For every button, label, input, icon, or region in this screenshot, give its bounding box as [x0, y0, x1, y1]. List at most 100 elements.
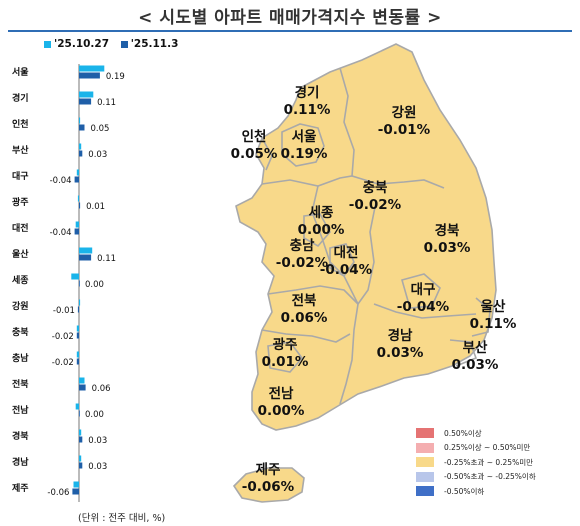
map-regions [232, 43, 497, 503]
border-chungbuk-gyeongbuk [357, 201, 377, 305]
category-label: 광주 [12, 196, 29, 208]
bar-curr [77, 306, 79, 313]
map-legend-swatch [416, 486, 434, 497]
map-legend-item: 0.25%이상 ~ 0.50%미만 [416, 441, 536, 456]
bar-curr [79, 202, 81, 209]
border-jeonbuk-north [267, 285, 359, 305]
border-seoul [281, 123, 325, 167]
region-value: 0.19% [281, 146, 328, 162]
category-label: 충북 [12, 326, 29, 338]
map-label: 광주0.01% [262, 336, 309, 370]
legend-label-prev: '25.10.27 [54, 38, 110, 50]
bar-prev [77, 195, 79, 202]
value-label: 0.01 [86, 202, 105, 212]
region-value: 0.05% [231, 146, 278, 162]
category-label: 서울 [12, 66, 29, 78]
map-legend-item: 0.50%이상 [416, 426, 536, 441]
border-gwangju [267, 341, 304, 373]
border-chungnam-chungbuk [311, 185, 359, 305]
map-label: 대전-0.04% [320, 244, 373, 278]
region-name: 서울 [292, 128, 317, 145]
border-sejong [303, 213, 331, 248]
bar-prev [71, 273, 79, 280]
map-legend-swatch [416, 428, 434, 439]
region-value: -0.04% [397, 299, 450, 315]
bar-prev [79, 377, 85, 384]
value-label: -0.06 [47, 488, 69, 498]
value-label: 0.11 [97, 254, 116, 264]
category-label: 경북 [12, 430, 29, 442]
value-label: 0.00 [85, 280, 104, 290]
legend-item-prev: '25.10.27 [44, 38, 109, 50]
prev-arrow-icon[interactable]: < [138, 8, 153, 28]
bar-prev [79, 429, 82, 436]
bar-curr [79, 98, 92, 105]
map-legend-label: -0.25%초과 ~ 0.25%미만 [444, 457, 534, 467]
bar-prev [79, 247, 93, 254]
map-legend-item: -0.25%초과 ~ 0.25%미만 [416, 455, 536, 470]
bar-prev [76, 169, 79, 176]
chart-legend: '25.10.27 '25.11.3 [44, 38, 186, 50]
bar-prev [75, 403, 79, 410]
region-name: 경북 [435, 222, 460, 239]
border-gyeongnam-west [339, 303, 359, 405]
category-label: 세종 [12, 274, 29, 286]
category-label: 인천 [12, 119, 29, 130]
bar-curr [79, 436, 83, 443]
map-label: 전북0.06% [281, 292, 328, 326]
region-value: 0.00% [298, 222, 345, 238]
region-value: 0.11% [470, 316, 517, 332]
value-label: 0.11 [97, 98, 116, 108]
category-label: 부산 [12, 144, 29, 156]
bar-prev [75, 221, 79, 228]
bar-chart: 서울 0.19 경기 0.11 인천 0.05 부산 0.03 대구 -0.04 광주 0.01 대전 -… [12, 64, 125, 502]
map-label: 강원-0.01% [378, 104, 431, 138]
map-legend-item: -0.50%초과 ~ -0.25%이하 [416, 470, 536, 485]
bar-curr [79, 462, 83, 469]
border-incheon [261, 137, 273, 171]
unit-note: (단위 : 전주 대비, %) [78, 513, 166, 524]
category-label: 대전 [12, 222, 29, 234]
bar-prev [79, 91, 94, 98]
map-legend: 0.50%이상 0.25%이상 ~ 0.50%미만 -0.25%초과 ~ 0.25%… [416, 426, 536, 499]
bar-curr [74, 176, 79, 183]
region-value: 0.01% [262, 354, 309, 370]
category-label: 강원 [12, 300, 29, 312]
border-gyeonggi-south [261, 175, 445, 189]
bar-curr [79, 150, 83, 157]
map-label: 울산0.11% [470, 298, 517, 332]
bar-prev [79, 143, 82, 150]
region-value: 0.00% [258, 403, 305, 419]
bar-prev [76, 351, 79, 358]
bar-prev [79, 299, 81, 306]
region-value: 0.03% [452, 357, 499, 373]
category-label: 울산 [12, 248, 29, 260]
region-name: 부산 [463, 339, 488, 356]
map-legend-swatch [416, 457, 434, 468]
value-label: 0.03 [88, 436, 107, 446]
map-legend-label: 0.50%이상 [444, 428, 482, 438]
map-label: 경북0.03% [424, 222, 471, 256]
map-legend-label: 0.25%이상 ~ 0.50%미만 [444, 443, 531, 453]
value-label: 0.19 [106, 72, 125, 82]
page-title: < 시도별 아파트 매매가격지수 변동률 > [0, 3, 580, 28]
next-arrow-icon[interactable]: > [427, 8, 442, 28]
category-label: 경남 [12, 456, 29, 468]
map-legend-item: -0.50%이하 [416, 484, 536, 499]
region-name: 충남 [290, 237, 315, 254]
map-label: 충북-0.02% [349, 180, 402, 213]
border-jeonbuk-south [261, 329, 351, 343]
category-label: 충남 [12, 352, 29, 364]
bar-curr [79, 280, 80, 287]
bar-curr [79, 72, 100, 79]
map-labels: 경기0.11% 강원-0.01%인천0.05%서울0.19%충북-0.02%세종0… [231, 84, 517, 495]
bar-curr [79, 410, 80, 417]
border-gyeongbuk-gyeongnam [373, 303, 477, 319]
region-value: 0.11% [284, 102, 331, 118]
map-label: 대구-0.04% [397, 282, 450, 315]
bar-curr [76, 358, 79, 365]
region-value: -0.02% [349, 197, 402, 213]
region-name: 인천 [242, 128, 267, 145]
value-label: 0.03 [88, 462, 107, 472]
map-label: 세종0.00% [298, 205, 345, 238]
